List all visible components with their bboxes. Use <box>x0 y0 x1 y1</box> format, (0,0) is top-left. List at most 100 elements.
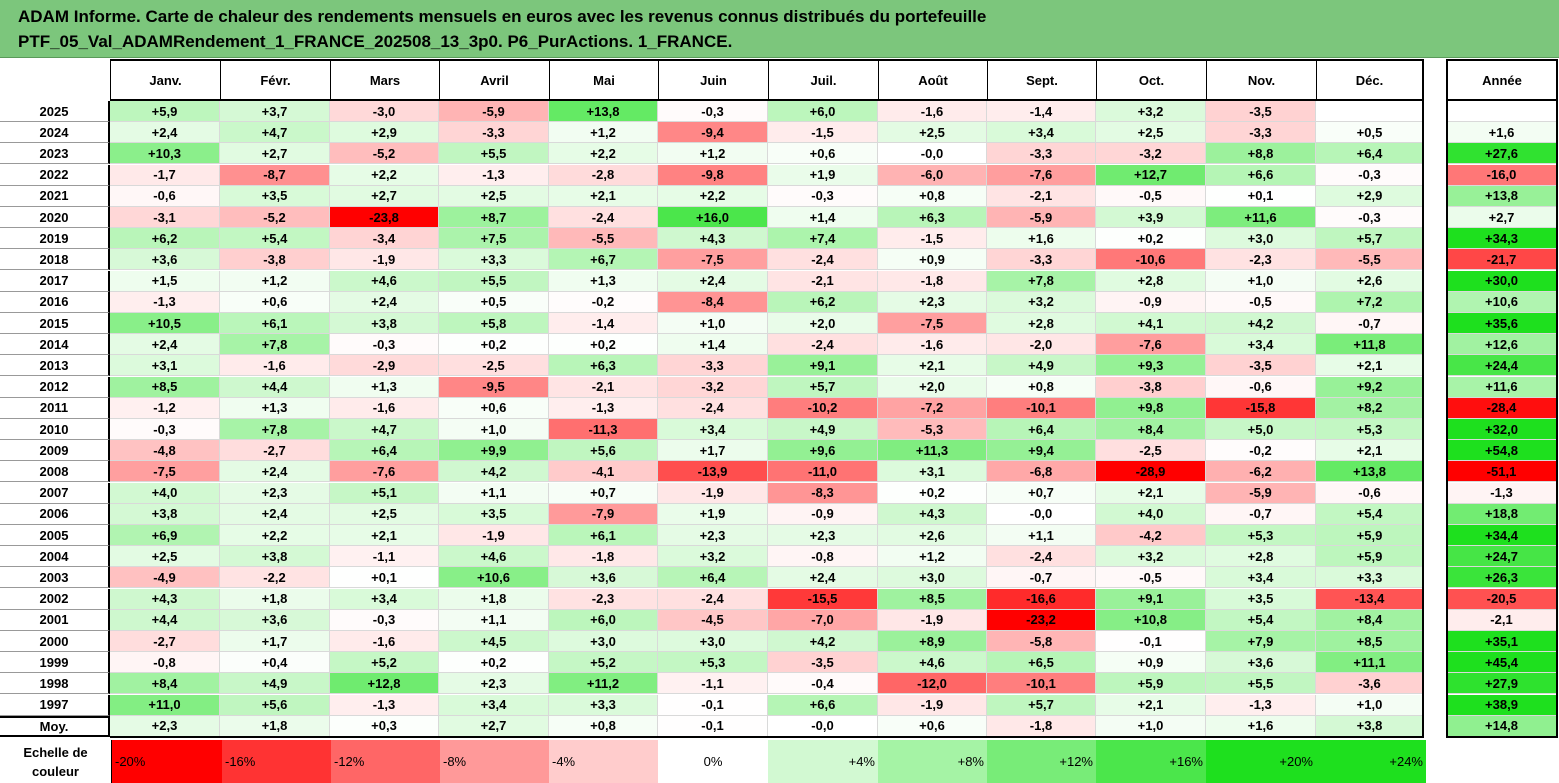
annual-cell: -28,4 <box>1447 397 1557 419</box>
heatmap-cell: +3,4 <box>658 419 768 440</box>
heatmap-cell: -1,6 <box>220 355 330 377</box>
heatmap-cell: -1,1 <box>658 673 768 695</box>
heatmap-cell: +1,0 <box>1316 694 1424 716</box>
heatmap-cell: -3,8 <box>220 249 330 271</box>
heatmap-cell: -9,4 <box>658 122 768 144</box>
heatmap-cell: +5,5 <box>1206 673 1316 695</box>
heatmap-cell: -23,8 <box>330 207 439 228</box>
heatmap-cell: +3,2 <box>1096 101 1206 122</box>
heatmap-cell: -7,6 <box>1096 334 1206 356</box>
row-year-label: 2000 <box>0 631 110 652</box>
heatmap-cell: +1,1 <box>987 525 1096 546</box>
heatmap-cell: +0,4 <box>220 652 330 674</box>
row-year-label: 2008 <box>0 461 110 483</box>
heatmap-cell: -16,6 <box>987 588 1096 610</box>
heatmap-cell: +8,7 <box>439 207 549 228</box>
heatmap-cell: -3,5 <box>1206 101 1316 122</box>
heatmap-cell: -7,6 <box>330 461 439 483</box>
heatmap-cell: +2,4 <box>330 291 439 313</box>
average-cell: -0,1 <box>658 715 768 737</box>
heatmap-cell: -0,3 <box>1316 207 1424 228</box>
heatmap-cell: -2,1 <box>549 376 658 398</box>
heatmap-cell: +2,2 <box>220 525 330 546</box>
row-year-label: 2023 <box>0 143 110 165</box>
column-header-5: Juin <box>658 59 768 101</box>
heatmap-cell: +2,8 <box>1206 546 1316 568</box>
heatmap-cell: +3,8 <box>330 313 439 334</box>
heatmap-cell: -3,3 <box>987 249 1096 271</box>
row-year-label: 2004 <box>0 546 110 568</box>
heatmap-cell: +5,7 <box>768 376 878 398</box>
heatmap-cell: -2,4 <box>987 546 1096 568</box>
heatmap-cell: +5,9 <box>1096 673 1206 695</box>
heatmap-cell: +5,6 <box>549 440 658 462</box>
heatmap-cell: -2,3 <box>1206 249 1316 271</box>
color-scale-stop: +8% <box>878 740 987 783</box>
heatmap-cell: +1,3 <box>220 397 330 419</box>
color-scale-label: Echelle de couleur <box>0 740 112 783</box>
heatmap-cell: -2,2 <box>220 567 330 589</box>
annual-cell: +27,6 <box>1447 143 1557 165</box>
average-cell: -0,0 <box>768 715 878 737</box>
average-cell: +2,3 <box>110 715 220 737</box>
heatmap-cell: +0,5 <box>439 291 549 313</box>
row-year-label: 2022 <box>0 164 110 186</box>
heatmap-cell: +5,4 <box>1316 503 1424 525</box>
heatmap-cell: -1,3 <box>439 164 549 186</box>
row-year-label: 2015 <box>0 313 110 334</box>
column-header-11: Déc. <box>1316 59 1424 101</box>
row-year-label: 1997 <box>0 694 110 716</box>
heatmap-cell: -5,5 <box>549 228 658 250</box>
heatmap-cell: +2,5 <box>1096 122 1206 144</box>
heatmap-cell: +4,1 <box>1096 313 1206 334</box>
heatmap-cell: -13,4 <box>1316 588 1424 610</box>
heatmap-cell: +5,5 <box>439 270 549 292</box>
heatmap-cell: +3,4 <box>439 694 549 716</box>
heatmap-cell: +6,1 <box>549 525 658 546</box>
heatmap-cell: +3,6 <box>1206 652 1316 674</box>
color-scale-stop: -4% <box>549 740 658 783</box>
heatmap-cell: -2,4 <box>658 397 768 419</box>
heatmap-cell: +6,9 <box>110 525 220 546</box>
heatmap-cell: -13,9 <box>658 461 768 483</box>
heatmap-cell: +4,6 <box>439 546 549 568</box>
heatmap-cell: +5,1 <box>330 482 439 504</box>
heatmap-cell: +0,5 <box>1316 122 1424 144</box>
heatmap-cell: +3,5 <box>1206 588 1316 610</box>
heatmap-cell: +3,6 <box>110 249 220 271</box>
heatmap-cell: -3,2 <box>658 376 768 398</box>
heatmap-cell: +9,9 <box>439 440 549 462</box>
color-scale-stop: -12% <box>331 740 440 783</box>
heatmap-cell: +1,0 <box>439 419 549 440</box>
row-year-label: 1998 <box>0 673 110 695</box>
heatmap-cell: +0,1 <box>330 567 439 589</box>
heatmap-cell: +2,1 <box>1316 355 1424 377</box>
heatmap-cell: +7,4 <box>768 228 878 250</box>
heatmap-cell: +0,2 <box>878 482 987 504</box>
annual-cell: +45,4 <box>1447 652 1557 674</box>
heatmap-cell: +1,5 <box>110 270 220 292</box>
report-header: ADAM Informe. Carte de chaleur des rende… <box>0 0 1559 58</box>
heatmap-cell: +4,2 <box>439 461 549 483</box>
heatmap-cell: -1,1 <box>330 546 439 568</box>
heatmap-cell: +2,1 <box>1316 440 1424 462</box>
heatmap-cell: +5,0 <box>1206 419 1316 440</box>
heatmap-cell: +1,9 <box>768 164 878 186</box>
heatmap-cell: +3,4 <box>987 122 1096 144</box>
heatmap-cell: +2,4 <box>768 567 878 589</box>
heatmap-cell: +11,6 <box>1206 207 1316 228</box>
heatmap-cell: -1,6 <box>330 631 439 652</box>
heatmap-cell: -28,9 <box>1096 461 1206 483</box>
heatmap-cell: -10,6 <box>1096 249 1206 271</box>
heatmap-cell: -2,7 <box>110 631 220 652</box>
heatmap-cell: -7,5 <box>110 461 220 483</box>
heatmap-cell: -8,7 <box>220 164 330 186</box>
annual-cell: -1,3 <box>1447 482 1557 504</box>
heatmap-cell: -3,1 <box>110 207 220 228</box>
heatmap-cell: +6,3 <box>878 207 987 228</box>
heatmap-cell: -5,2 <box>220 207 330 228</box>
row-year-label: 2016 <box>0 291 110 313</box>
heatmap-cell: +1,2 <box>658 143 768 165</box>
heatmap-cell: +2,5 <box>439 185 549 207</box>
heatmap-cell: +2,2 <box>658 185 768 207</box>
